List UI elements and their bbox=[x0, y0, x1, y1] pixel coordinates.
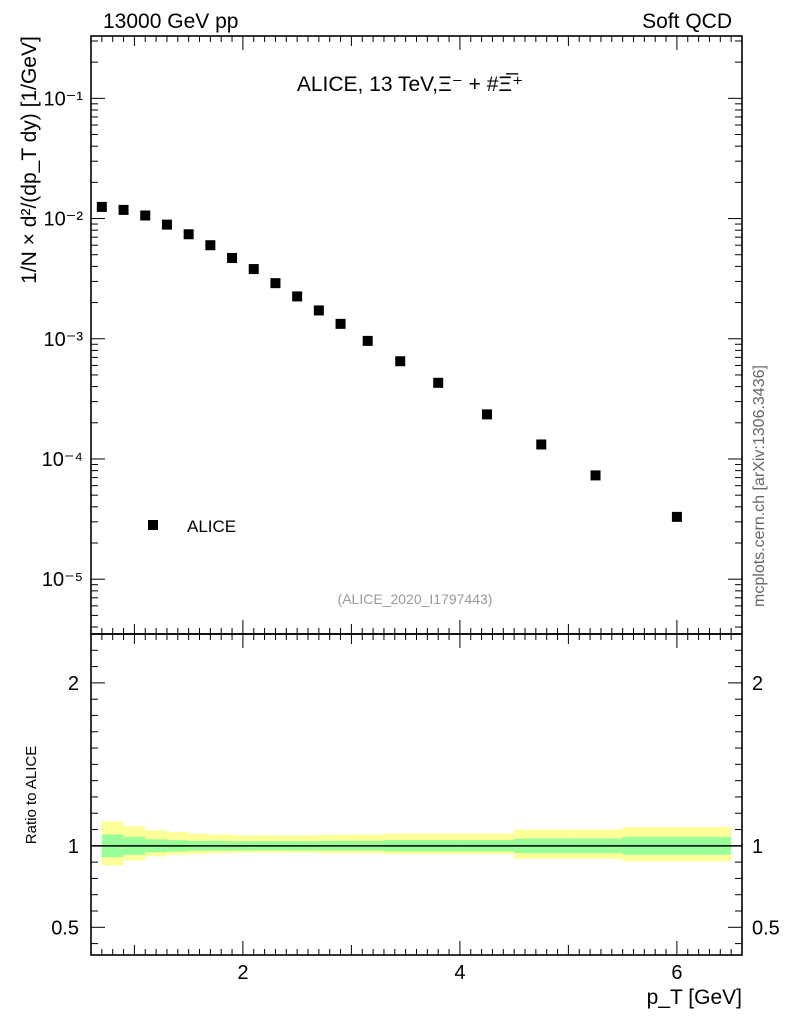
analysis-watermark: (ALICE_2020_I1797443) bbox=[338, 591, 493, 607]
ratio-y-tick-label: 1 bbox=[752, 836, 763, 858]
spectrum-ticks bbox=[90, 36, 743, 634]
data-point bbox=[183, 229, 194, 240]
spectrum-panel: 10⁻⁵ 10⁻⁴ 10⁻³ 10⁻² 10⁻¹ ALICE, 13 TeV,Ξ⁻ + … bbox=[18, 35, 743, 635]
plot-title: ALICE, 13 TeV,Ξ⁻ + #Ξ̅⁺ bbox=[297, 73, 523, 96]
data-point bbox=[313, 305, 324, 316]
ratio-y-axis-label: Ratio to ALICE bbox=[23, 746, 40, 844]
spectrum-frame bbox=[90, 35, 743, 635]
data-point bbox=[96, 201, 107, 212]
x-tick-label: 6 bbox=[671, 962, 682, 984]
data-point bbox=[161, 219, 172, 230]
spectrum-y-axis-label: 1/N × d²/(dp_T dy) [1/GeV] bbox=[18, 36, 41, 284]
header-left-label: 13000 GeV pp bbox=[103, 10, 238, 33]
data-point bbox=[590, 470, 601, 481]
x-tick-label: 4 bbox=[454, 962, 465, 984]
data-point bbox=[205, 240, 216, 251]
data-point bbox=[536, 439, 547, 450]
ratio-y-tick-label: 2 bbox=[752, 673, 763, 695]
header-right-label: Soft QCD bbox=[642, 10, 732, 33]
x-tick-label: 2 bbox=[237, 962, 248, 984]
x-tick-labels: 2 4 6 bbox=[237, 962, 682, 984]
legend-marker bbox=[148, 520, 158, 530]
spectrum-y-tick-labels: 10⁻⁵ 10⁻⁴ 10⁻³ 10⁻² 10⁻¹ bbox=[42, 88, 84, 591]
data-point bbox=[671, 511, 682, 522]
y-tick-label: 10⁻⁵ bbox=[42, 569, 83, 591]
data-point bbox=[292, 291, 303, 302]
data-point bbox=[433, 377, 444, 388]
data-point bbox=[118, 204, 129, 215]
data-point bbox=[335, 318, 346, 329]
ratio-panel: 0.5 0.5 1 1 2 2 2 4 6 Ratio to ALICE p_T [GeV] bbox=[23, 633, 780, 1009]
y-tick-label: 10⁻² bbox=[44, 209, 84, 231]
ratio-y-tick-labels: 0.5 0.5 1 1 2 2 bbox=[51, 673, 780, 939]
ratio-y-tick-label: 0.5 bbox=[51, 917, 79, 939]
data-point bbox=[140, 210, 151, 221]
data-point bbox=[270, 278, 281, 289]
data-point bbox=[227, 252, 238, 263]
legend-entry-alice: ALICE bbox=[187, 517, 236, 536]
data-points bbox=[96, 201, 682, 522]
data-point bbox=[395, 356, 406, 367]
y-tick-label: 10⁻¹ bbox=[44, 88, 84, 110]
ratio-y-tick-label: 0.5 bbox=[752, 917, 780, 939]
legend: ALICE bbox=[148, 517, 236, 536]
source-side-label: mcplots.cern.ch [arXiv:1306.3436] bbox=[751, 365, 768, 607]
y-tick-label: 10⁻³ bbox=[44, 329, 84, 351]
data-point bbox=[248, 264, 259, 275]
ratio-y-tick-label: 2 bbox=[68, 673, 79, 695]
ratio-ticks bbox=[90, 634, 743, 955]
ratio-y-tick-label: 1 bbox=[68, 836, 79, 858]
ratio-bands bbox=[101, 821, 732, 866]
data-point bbox=[362, 335, 373, 346]
x-axis-label: p_T [GeV] bbox=[647, 986, 742, 1009]
y-tick-label: 10⁻⁴ bbox=[42, 449, 83, 471]
data-point bbox=[482, 409, 493, 420]
ratio-frame bbox=[90, 633, 743, 956]
